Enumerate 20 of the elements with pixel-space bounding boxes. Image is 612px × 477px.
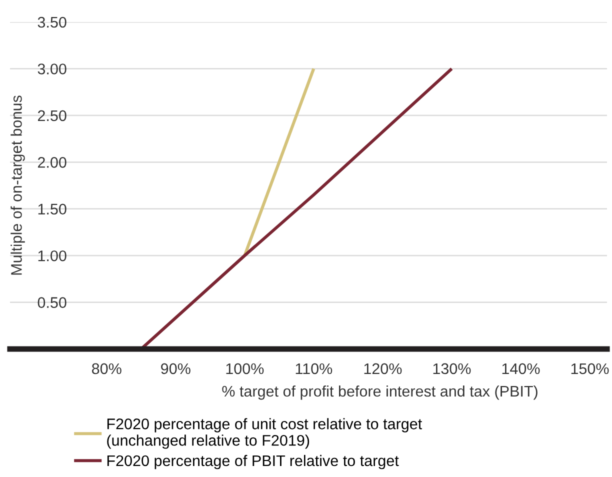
x-tick-label: 90% bbox=[161, 363, 190, 374]
x-tick-label: 130% bbox=[433, 363, 471, 374]
y-tick-label: 3.00 bbox=[38, 64, 66, 74]
y-axis-title: Multiple of on-target bonus bbox=[10, 96, 25, 275]
x-tick-label: 100% bbox=[226, 363, 264, 374]
legend-label: F2020 percentage of unit cost relative to target (unchanged relative to F2019) bbox=[107, 418, 422, 449]
y-tick-label: 1.00 bbox=[38, 250, 66, 262]
y-tick-label: 3.50 bbox=[38, 16, 66, 28]
y-tick-label: 2.00 bbox=[38, 157, 66, 168]
legend-label: F2020 percentage of PBIT relative to target bbox=[107, 454, 399, 470]
y-tick-label: 1.50 bbox=[38, 204, 66, 215]
x-tick-label: 80% bbox=[92, 363, 122, 374]
y-tick-label: 0.50 bbox=[38, 297, 66, 308]
y-tick-label: 2.50 bbox=[38, 110, 66, 122]
x-tick-label: 110% bbox=[296, 363, 332, 374]
line-series bbox=[140, 67, 454, 349]
x-tick-label: 140% bbox=[502, 363, 540, 374]
x-tick-label: 120% bbox=[364, 363, 402, 374]
x-axis-title: % target of profit before interest and tax (PBIT) bbox=[222, 385, 538, 400]
x-tick-label: 150% bbox=[571, 363, 609, 374]
